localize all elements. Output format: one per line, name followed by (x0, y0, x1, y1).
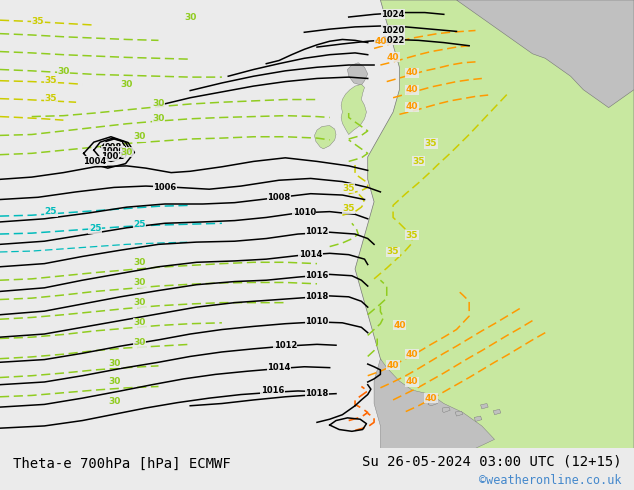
Text: 1006: 1006 (153, 183, 176, 192)
Text: 1022: 1022 (382, 36, 404, 45)
Text: Su 26-05-2024 03:00 UTC (12+15): Su 26-05-2024 03:00 UTC (12+15) (361, 455, 621, 468)
Text: 35: 35 (387, 247, 399, 256)
Polygon shape (341, 84, 366, 135)
Polygon shape (455, 411, 463, 416)
Text: 1004: 1004 (84, 157, 107, 166)
Text: 998: 998 (104, 143, 122, 151)
Text: 1016: 1016 (306, 271, 328, 280)
Polygon shape (374, 359, 495, 448)
Text: Theta-e 700hPa [hPa] ECMWF: Theta-e 700hPa [hPa] ECMWF (13, 457, 230, 471)
Text: 35: 35 (44, 94, 57, 103)
Text: 1000: 1000 (101, 147, 124, 156)
Text: 1014: 1014 (299, 250, 322, 259)
Text: 30: 30 (133, 339, 146, 347)
Polygon shape (355, 0, 634, 448)
Text: 40: 40 (406, 350, 418, 359)
Text: 40: 40 (406, 85, 418, 94)
Text: 35: 35 (412, 157, 425, 166)
Text: 40: 40 (406, 377, 418, 387)
Text: 30: 30 (108, 397, 120, 406)
Text: 25: 25 (89, 224, 101, 233)
Text: 30: 30 (108, 359, 120, 368)
Text: 1024: 1024 (382, 10, 404, 19)
Text: 35: 35 (32, 17, 44, 26)
Text: 35: 35 (342, 184, 355, 193)
Text: 1018: 1018 (306, 293, 328, 301)
Text: 40: 40 (406, 102, 418, 111)
Text: 30: 30 (133, 318, 146, 327)
Text: 1012: 1012 (306, 227, 328, 236)
Text: 30: 30 (152, 114, 165, 123)
Text: 1002: 1002 (101, 151, 124, 161)
Text: 30: 30 (184, 13, 197, 23)
Text: 40: 40 (374, 37, 387, 46)
Polygon shape (347, 63, 368, 85)
Text: 1008: 1008 (268, 193, 290, 202)
Text: 1012: 1012 (274, 341, 297, 350)
Text: 35: 35 (425, 139, 437, 148)
Text: 30: 30 (152, 98, 165, 108)
Polygon shape (456, 0, 634, 108)
Text: 1020: 1020 (382, 26, 404, 35)
Text: 40: 40 (406, 68, 418, 77)
Polygon shape (493, 409, 501, 415)
Polygon shape (474, 416, 482, 421)
Text: 1016: 1016 (261, 387, 284, 395)
Text: 40: 40 (387, 53, 399, 62)
Text: 40: 40 (393, 320, 406, 330)
Text: 30: 30 (133, 132, 146, 141)
Text: 35: 35 (342, 204, 355, 213)
Text: 25: 25 (44, 207, 57, 216)
Polygon shape (314, 125, 336, 149)
Text: 25: 25 (133, 220, 146, 229)
Polygon shape (443, 407, 450, 413)
Text: 30: 30 (57, 67, 70, 76)
Text: 1018: 1018 (306, 389, 328, 398)
Text: 30: 30 (133, 258, 146, 267)
Text: 1014: 1014 (268, 363, 290, 372)
Text: 30: 30 (120, 148, 133, 157)
Text: 35: 35 (44, 76, 57, 85)
Text: 30: 30 (120, 80, 133, 89)
Text: 1010: 1010 (306, 318, 328, 326)
Polygon shape (428, 400, 437, 406)
Text: 30: 30 (108, 377, 120, 387)
Text: 1010: 1010 (293, 208, 316, 217)
Text: 40: 40 (387, 361, 399, 370)
Text: 30: 30 (133, 298, 146, 307)
Text: 40: 40 (425, 393, 437, 403)
Text: 35: 35 (406, 231, 418, 240)
Text: ©weatheronline.co.uk: ©weatheronline.co.uk (479, 474, 621, 488)
Polygon shape (481, 404, 488, 409)
Text: 30: 30 (133, 278, 146, 287)
